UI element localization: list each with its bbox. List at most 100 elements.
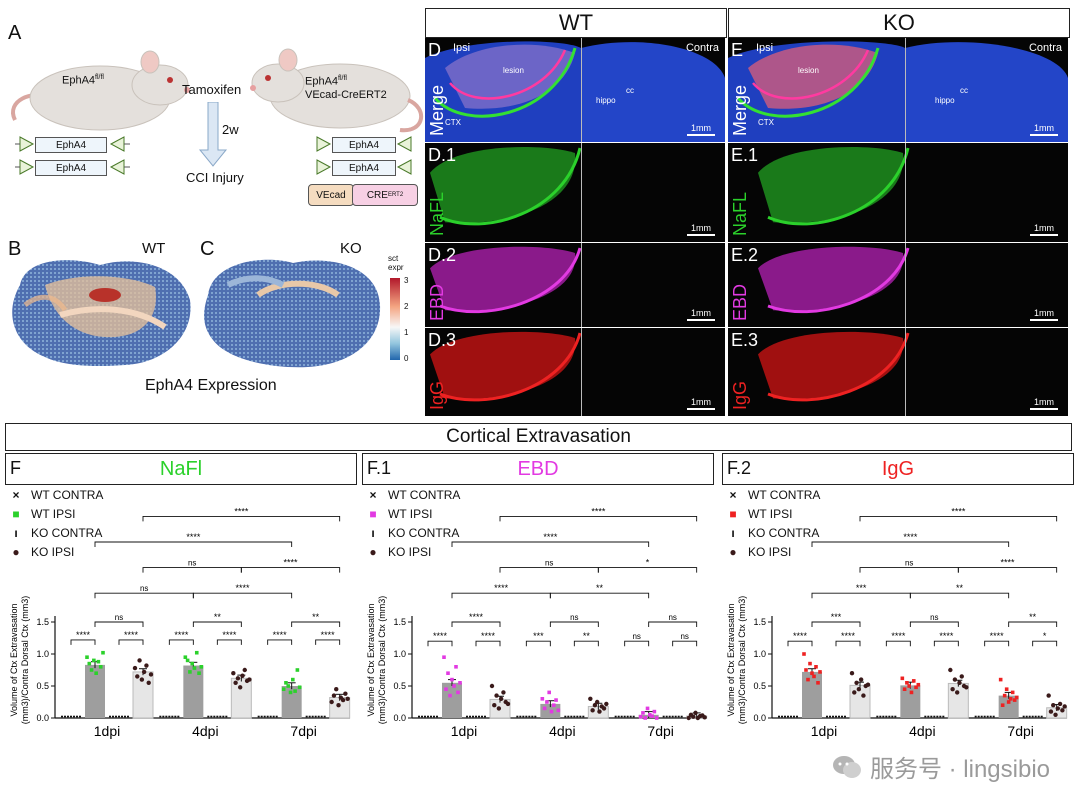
data-point [856, 687, 862, 692]
bar-chart-1: 0.0 0.5 1.0 1.5 Volume of Ctx Extravasation(… [366, 506, 708, 739]
data-point [948, 667, 953, 673]
stain-label: NaFL [730, 191, 750, 236]
data-point [192, 666, 197, 670]
hemisphere-divider [581, 328, 582, 416]
legend-marker: ı [371, 526, 375, 540]
significance-bracket [499, 567, 599, 573]
data-point [650, 714, 654, 718]
significance-label: ns [545, 559, 553, 568]
stain-label: Merge [427, 84, 447, 136]
data-point [865, 682, 871, 687]
y-tick-label: 1.5 [753, 617, 766, 627]
micrograph-image [758, 246, 910, 314]
micrograph-ko-0: E Merge Ipsi Contra lesion CTX hippo cc 1mm [728, 38, 1068, 142]
y-tick-label: 1.0 [393, 649, 406, 659]
cc-annotation: cc [626, 86, 634, 95]
significance-label: ** [583, 631, 591, 641]
data-point [1014, 695, 1019, 700]
y-axis-label: (mm3)/Contra Dorsal Ctx (mm3) [20, 596, 30, 725]
data-point [592, 703, 598, 708]
data-point [1008, 697, 1013, 701]
wt-mouse-illustration [11, 50, 190, 131]
data-point [952, 677, 958, 682]
scale-bar: 1mm [687, 397, 715, 410]
colorbar-tick-1: 1 [404, 328, 409, 337]
stain-label: EBD [730, 283, 750, 321]
scale-bar: 1mm [687, 123, 715, 136]
data-point [909, 690, 914, 695]
bar [900, 685, 921, 718]
data-point [489, 683, 495, 689]
y-tick-label: 0.0 [393, 713, 406, 723]
data-point [293, 689, 297, 693]
data-point [135, 674, 140, 679]
data-point [190, 661, 194, 666]
data-point [854, 680, 859, 685]
significance-bracket [984, 640, 1010, 647]
data-point [85, 655, 89, 659]
legend-marker: ● [729, 545, 737, 559]
chart-panel-letter: F [10, 458, 21, 478]
significance-bracket [1032, 640, 1058, 647]
data-point [998, 677, 1003, 682]
watermark-text: 服务号 · lingsibio [869, 756, 1050, 783]
significance-label: **** [543, 532, 558, 542]
legend-marker: × [12, 488, 20, 502]
data-point [144, 663, 149, 668]
significance-bracket [624, 640, 650, 647]
data-point [645, 706, 650, 711]
bar [281, 686, 302, 718]
significance-bracket [909, 592, 1010, 599]
ko-mouse-genotype: EphA4fl/fl VEcad-CreERT2 [305, 75, 387, 101]
panel-b-label: WT [142, 240, 166, 257]
data-point [911, 679, 916, 683]
significance-label: ** [214, 612, 222, 622]
hippo-annotation: hippo [596, 96, 616, 105]
data-point [446, 671, 450, 675]
watermark: 服务号 · lingsibio [832, 749, 1050, 784]
data-point [905, 681, 909, 685]
micrograph-image [728, 41, 1068, 142]
significance-label: **** [124, 630, 139, 640]
data-point [454, 665, 458, 669]
hemisphere-divider [581, 243, 582, 327]
legend-item: × WT CONTRA [368, 488, 460, 502]
significance-bracket [885, 640, 911, 647]
data-point [1002, 693, 1007, 698]
data-point [818, 670, 822, 674]
legend-item: ■ WT IPSI [368, 507, 432, 521]
hemisphere-divider [581, 143, 582, 242]
data-point [146, 680, 151, 685]
significance-bracket [192, 621, 242, 627]
wt-gene-allele-1: EphA4 [35, 137, 107, 153]
micrograph-image [430, 147, 582, 226]
micrograph-ko-1: E.1 NaFL 1mm [728, 143, 1068, 242]
y-tick-label: 0.0 [753, 713, 766, 723]
significance-bracket [811, 621, 861, 627]
significance-label: * [646, 558, 650, 568]
significance-label: ns [632, 632, 640, 641]
data-point [594, 699, 600, 705]
data-point [916, 682, 921, 687]
y-tick-label: 0.5 [393, 681, 406, 691]
data-point [340, 697, 346, 703]
data-point [588, 696, 593, 701]
legend-marker: ı [731, 526, 735, 540]
data-point [197, 671, 201, 675]
y-tick-label: 0.5 [753, 681, 766, 691]
data-point [959, 674, 964, 679]
wt-header: WT [425, 8, 727, 38]
contra-label: Contra [1028, 42, 1062, 54]
ipsi-label: Ipsi [756, 42, 774, 54]
significance-bracket [291, 621, 341, 627]
significance-bracket [811, 592, 911, 599]
data-point [810, 671, 814, 675]
data-point [1006, 700, 1011, 704]
data-point [444, 687, 448, 691]
bar [802, 671, 822, 718]
colorbar-tick-3: 3 [404, 276, 409, 285]
data-point [286, 684, 291, 688]
y-tick-label: 1.0 [753, 649, 766, 659]
significance-bracket [451, 541, 650, 547]
data-point [806, 677, 810, 682]
